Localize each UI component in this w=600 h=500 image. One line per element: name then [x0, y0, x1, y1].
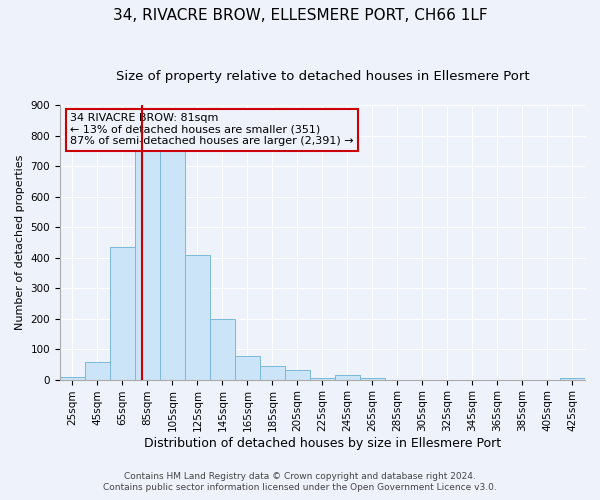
Bar	[285, 370, 310, 380]
Bar	[185, 254, 210, 380]
Bar	[110, 247, 135, 380]
Bar	[85, 362, 110, 380]
Title: Size of property relative to detached houses in Ellesmere Port: Size of property relative to detached ho…	[116, 70, 529, 83]
Text: 34 RIVACRE BROW: 81sqm
← 13% of detached houses are smaller (351)
87% of semi-de: 34 RIVACRE BROW: 81sqm ← 13% of detached…	[70, 113, 354, 146]
Text: Contains HM Land Registry data © Crown copyright and database right 2024.
Contai: Contains HM Land Registry data © Crown c…	[103, 472, 497, 492]
Bar	[260, 366, 285, 380]
Bar	[335, 375, 360, 380]
Bar	[310, 378, 335, 380]
Text: 34, RIVACRE BROW, ELLESMERE PORT, CH66 1LF: 34, RIVACRE BROW, ELLESMERE PORT, CH66 1…	[113, 8, 487, 22]
Bar	[60, 376, 85, 380]
Bar	[360, 378, 385, 380]
Bar	[560, 378, 585, 380]
Bar	[235, 356, 260, 380]
Bar	[135, 151, 160, 380]
Bar	[210, 319, 235, 380]
Y-axis label: Number of detached properties: Number of detached properties	[15, 154, 25, 330]
X-axis label: Distribution of detached houses by size in Ellesmere Port: Distribution of detached houses by size …	[144, 437, 501, 450]
Bar	[160, 151, 185, 380]
